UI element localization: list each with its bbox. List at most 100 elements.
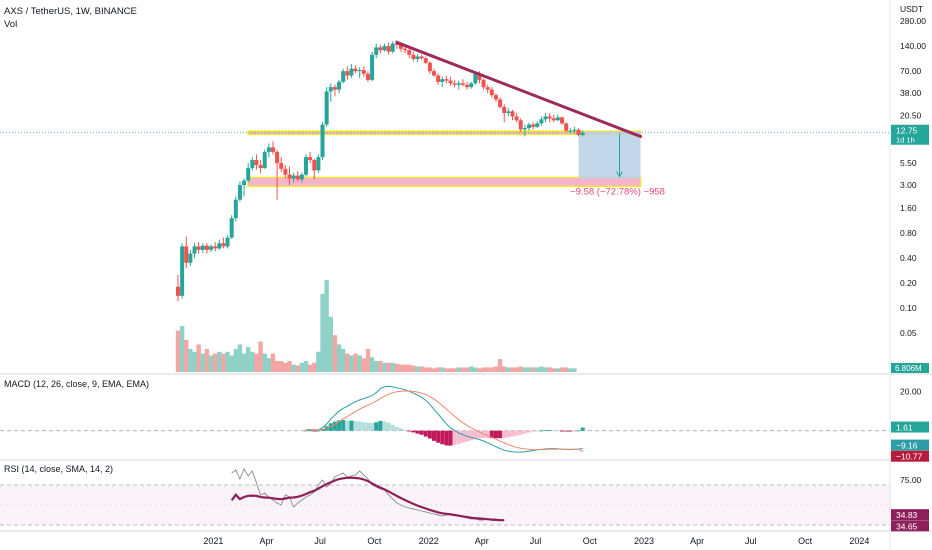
price-axis-tick-label: 0.05	[900, 328, 917, 338]
volume-bar	[200, 353, 205, 372]
candle-body	[196, 246, 201, 250]
macd-histogram-bar	[341, 420, 346, 431]
time-axis-tick-label: 2021	[203, 536, 223, 546]
trendline-layer[interactable]	[395, 40, 642, 138]
time-axis-tick-label: Jul	[530, 536, 542, 546]
time-axis-tick-label: Apr	[690, 536, 704, 546]
macd-histogram-bar	[473, 430, 478, 440]
rsi-value-label: 34.65	[896, 521, 918, 531]
volume-bars-layer	[175, 280, 577, 372]
volume-bar	[374, 360, 379, 372]
macd-histogram-bar	[370, 423, 375, 431]
volume-bar	[274, 360, 280, 372]
candle-body	[460, 83, 465, 85]
volume-bar	[299, 362, 305, 372]
candle-body	[535, 123, 540, 127]
macd-axis-tick-label: 20.00	[900, 387, 922, 397]
candle-body	[374, 47, 379, 55]
candle-body	[341, 71, 346, 82]
rsi-legend-title[interactable]: RSI (14, close, SMA, 14, 2)	[4, 464, 113, 474]
volume-bar	[324, 280, 329, 372]
measure-box[interactable]	[578, 131, 641, 179]
candle-body	[568, 130, 573, 132]
candle-body	[176, 286, 180, 296]
rsi-value-tag	[891, 509, 929, 521]
candle-body	[365, 73, 370, 80]
time-axis-tick-label: Jul	[314, 536, 326, 546]
volume-bar	[192, 351, 197, 372]
macd-histogram-bar	[498, 430, 503, 439]
macd-histogram-bar	[440, 430, 445, 445]
volume-bar	[419, 366, 424, 372]
candle-body	[423, 58, 428, 63]
candle-body	[448, 80, 453, 84]
volume-bar	[526, 367, 532, 372]
candle-body	[543, 116, 548, 120]
volume-bar	[303, 360, 309, 372]
macd-histogram-bar	[444, 430, 449, 446]
candle-body	[221, 243, 226, 247]
volume-bar	[394, 363, 400, 372]
candle-body	[498, 99, 503, 107]
rsi-value-tag	[891, 520, 929, 532]
volume-bar	[547, 367, 552, 372]
volume-bar	[365, 349, 371, 372]
macd-histogram-bar	[411, 430, 416, 433]
time-axis-tick-label: Oct	[798, 536, 813, 546]
volume-bar	[452, 368, 457, 372]
symbol-title[interactable]: AXS / TetherUS, 1W, BINANCE	[4, 6, 137, 17]
volume-bar	[179, 326, 185, 372]
candle-body	[560, 117, 565, 124]
macd-value-tag	[891, 439, 929, 451]
candle-body	[502, 106, 507, 114]
candle-body	[551, 118, 556, 121]
price-axis-tick-label: 3.00	[900, 180, 917, 190]
descending-trendline[interactable]	[395, 40, 642, 138]
candle-body	[192, 246, 197, 254]
macd-histogram-bar	[493, 430, 498, 439]
volume-bar	[221, 353, 226, 372]
candle-body	[382, 46, 387, 51]
candle-body	[188, 253, 193, 263]
candle-body	[357, 70, 362, 72]
macd-value-label: 1.61	[896, 423, 913, 433]
candle-body	[299, 174, 304, 180]
volume-bar	[378, 360, 383, 372]
macd-histogram-bar	[551, 430, 556, 431]
volume-bar	[390, 362, 395, 372]
candle-body	[514, 116, 519, 121]
candle-body	[465, 84, 470, 88]
volume-bar	[266, 358, 272, 372]
macd-histogram-bar	[394, 426, 399, 431]
macd-histogram-bar	[419, 430, 424, 435]
rsi-ma-line	[230, 476, 505, 522]
candle-body	[555, 117, 560, 121]
volume-bar	[522, 367, 528, 372]
volume-bar	[464, 367, 470, 372]
macd-histogram-bar	[510, 430, 515, 437]
volume-legend-label[interactable]: Vol	[4, 19, 17, 30]
macd-histogram-bar	[386, 422, 391, 431]
candle-body	[469, 83, 474, 88]
macd-histogram-bar	[555, 430, 560, 432]
measure-tool-layer[interactable]: −9.58 (−72.78%) −958	[570, 131, 665, 198]
candle-body	[452, 83, 457, 85]
candle-body	[229, 218, 234, 238]
macd-legend-title[interactable]: MACD (12, 26, close, 9, EMA, EMA)	[4, 379, 149, 389]
price-axis-tick-label: 0.80	[900, 228, 917, 238]
volume-bar	[291, 364, 296, 372]
candle-body	[304, 157, 309, 175]
volume-bar	[411, 365, 416, 372]
volume-bar	[361, 358, 367, 372]
macd-value-label: −10.77	[896, 452, 923, 462]
candle-body	[436, 75, 441, 82]
candle-body	[370, 54, 375, 80]
volume-bar	[262, 353, 267, 372]
time-axis-tick-label: Oct	[367, 536, 382, 546]
candle-body	[266, 147, 271, 152]
volume-bar	[427, 367, 433, 372]
candle-body	[353, 68, 358, 72]
candle-body	[481, 79, 486, 88]
macd-histogram-bar	[514, 430, 519, 436]
